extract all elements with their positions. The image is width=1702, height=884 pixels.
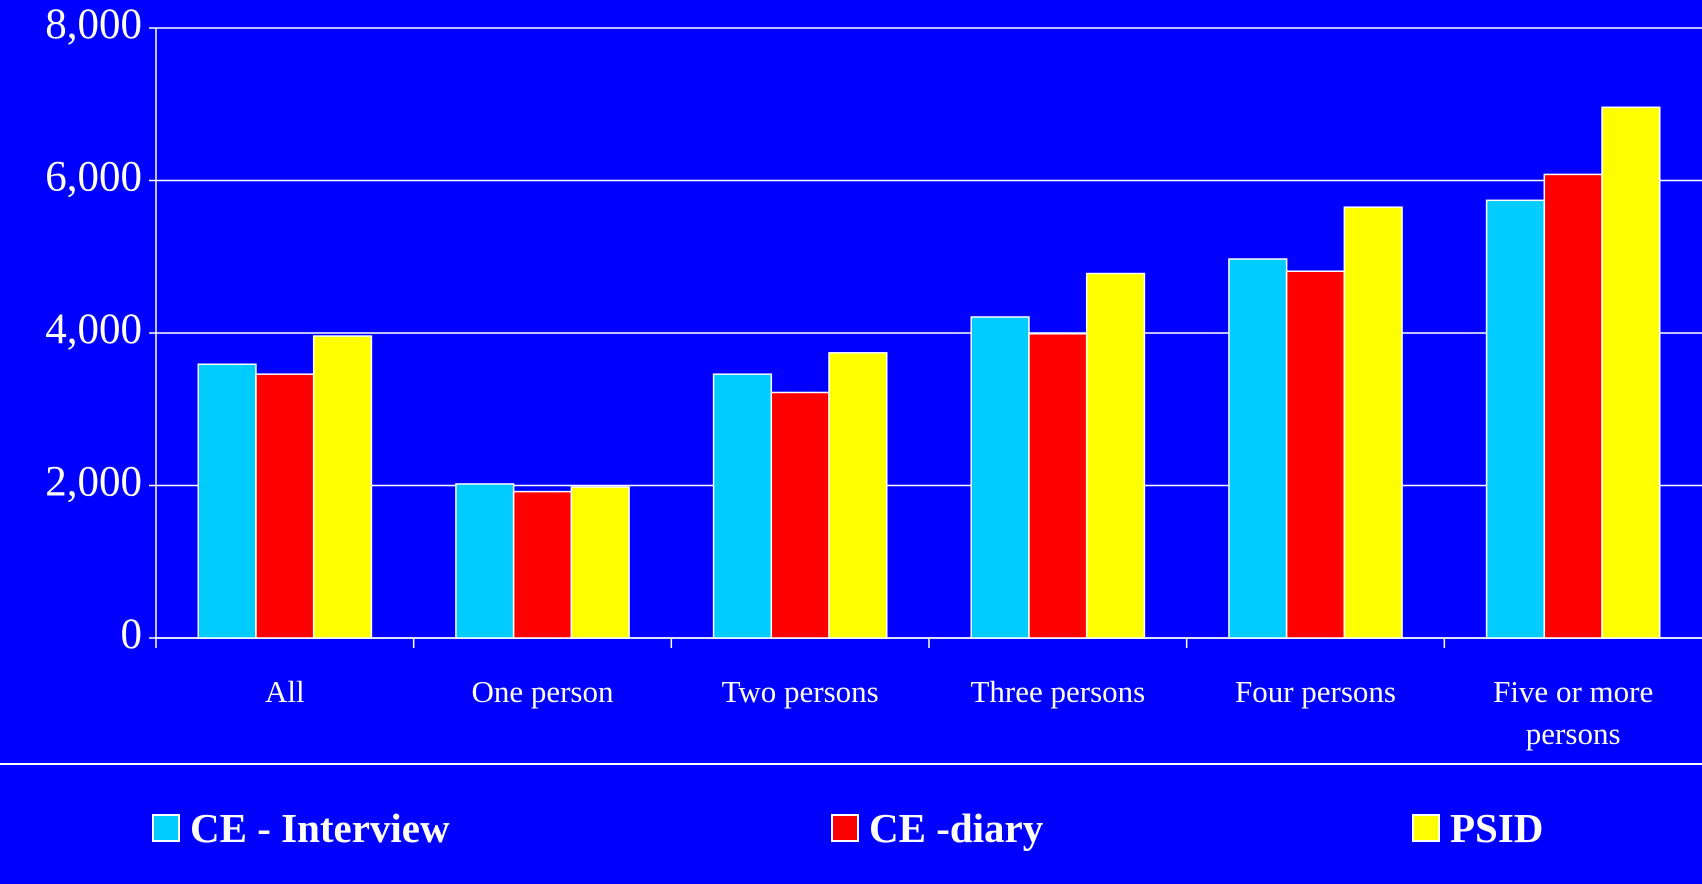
x-tick-label: Two persons xyxy=(721,674,879,709)
x-tick-label: Four persons xyxy=(1234,674,1396,709)
bar xyxy=(970,316,1030,639)
x-tick-label: Three persons xyxy=(970,674,1146,709)
legend-item: CE -diary xyxy=(831,804,1043,852)
bar xyxy=(1028,333,1088,639)
y-tick-label: 8,000 xyxy=(45,1,142,48)
bar xyxy=(828,352,888,639)
x-tick-label: All xyxy=(265,674,305,709)
y-tick-label: 6,000 xyxy=(45,153,142,200)
y-tick-label: 0 xyxy=(121,611,143,658)
bar xyxy=(570,486,630,639)
bar xyxy=(455,483,515,639)
bar xyxy=(712,373,773,639)
bar xyxy=(1228,258,1288,639)
y-tick-label: 4,000 xyxy=(45,306,142,353)
x-tick-label: One person xyxy=(471,674,614,709)
bar xyxy=(512,490,573,639)
bar xyxy=(1343,206,1403,639)
bar xyxy=(1285,270,1346,639)
legend-swatch xyxy=(831,814,859,842)
bar xyxy=(1085,272,1146,639)
legend-item: CE - Interview xyxy=(152,804,450,852)
legend-label: PSID xyxy=(1450,805,1544,851)
legend-swatch xyxy=(1412,814,1440,842)
legend-swatch xyxy=(152,814,180,842)
legend-item: PSID xyxy=(1412,804,1543,852)
bar xyxy=(1485,199,1546,639)
bar xyxy=(770,391,830,639)
y-tick-label: 2,000 xyxy=(45,458,142,505)
bar xyxy=(1543,173,1603,639)
legend-label: CE -diary xyxy=(869,805,1044,851)
bar xyxy=(255,373,315,639)
legend-label: CE - Interview xyxy=(190,805,450,851)
bar xyxy=(312,335,373,639)
bar xyxy=(1601,106,1661,639)
x-tick-label: Five or more persons xyxy=(1493,674,1654,751)
bar xyxy=(197,363,257,639)
